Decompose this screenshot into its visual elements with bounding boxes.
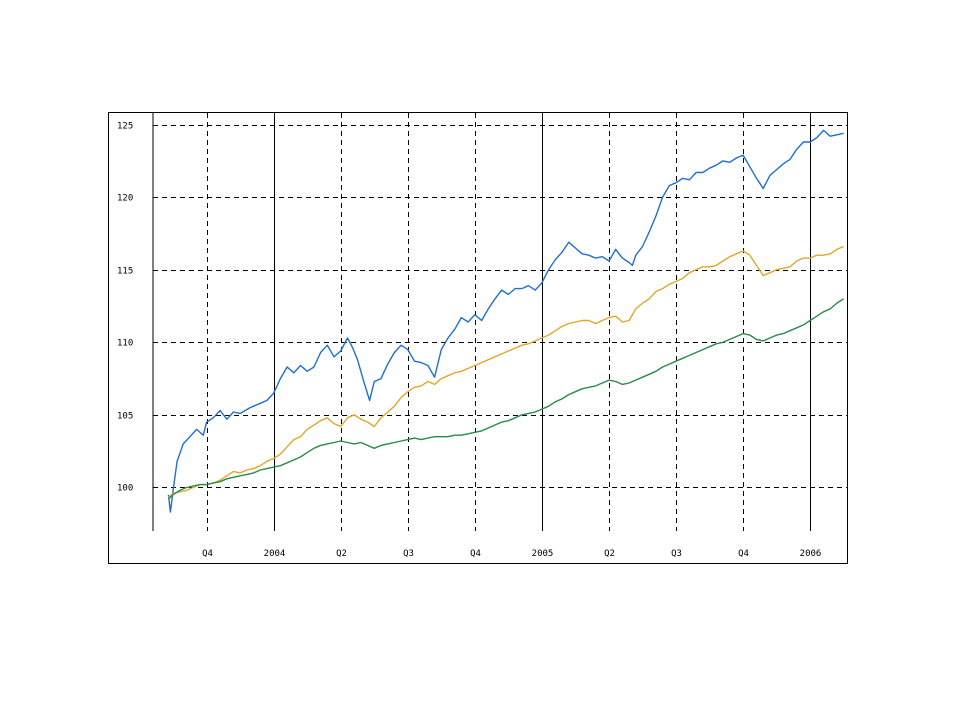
x-tick-label: Q4 bbox=[738, 549, 749, 559]
y-tick-label: 120 bbox=[117, 194, 133, 204]
x-tick-label: 2004 bbox=[264, 549, 286, 559]
series-line-1 bbox=[167, 129, 844, 513]
series-line-3 bbox=[167, 298, 844, 500]
x-tick-label: Q4 bbox=[470, 549, 481, 559]
x-tick-label: Q4 bbox=[202, 549, 213, 559]
x-tick-label: Q3 bbox=[403, 549, 414, 559]
y-tick-label: 110 bbox=[117, 339, 133, 349]
line-chart: 100 105 110 115 120 125 Q4 2004 Q2 Q3 Q4 2005 Q2 Q3 Q4… bbox=[117, 113, 847, 559]
x-tick-label: Q3 bbox=[671, 549, 682, 559]
y-tick-label: 105 bbox=[117, 412, 133, 422]
x-tick-label: 2006 bbox=[800, 549, 822, 559]
series-line-2 bbox=[167, 245, 844, 499]
axis-layer: 100 105 110 115 120 125 Q4 2004 Q2 Q3 Q4 2005 Q2 Q3 Q4… bbox=[117, 113, 821, 559]
x-tick-label: Q2 bbox=[336, 549, 347, 559]
y-tick-label: 125 bbox=[117, 122, 133, 132]
y-tick-label: 115 bbox=[117, 267, 133, 277]
x-tick-label: Q2 bbox=[604, 549, 615, 559]
y-tick-label: 100 bbox=[117, 484, 133, 494]
grid-layer bbox=[153, 113, 847, 531]
chart-frame: 100 105 110 115 120 125 Q4 2004 Q2 Q3 Q4 2005 Q2 Q3 Q4… bbox=[108, 112, 848, 564]
series-layer bbox=[167, 129, 844, 513]
x-tick-label: 2005 bbox=[532, 549, 554, 559]
